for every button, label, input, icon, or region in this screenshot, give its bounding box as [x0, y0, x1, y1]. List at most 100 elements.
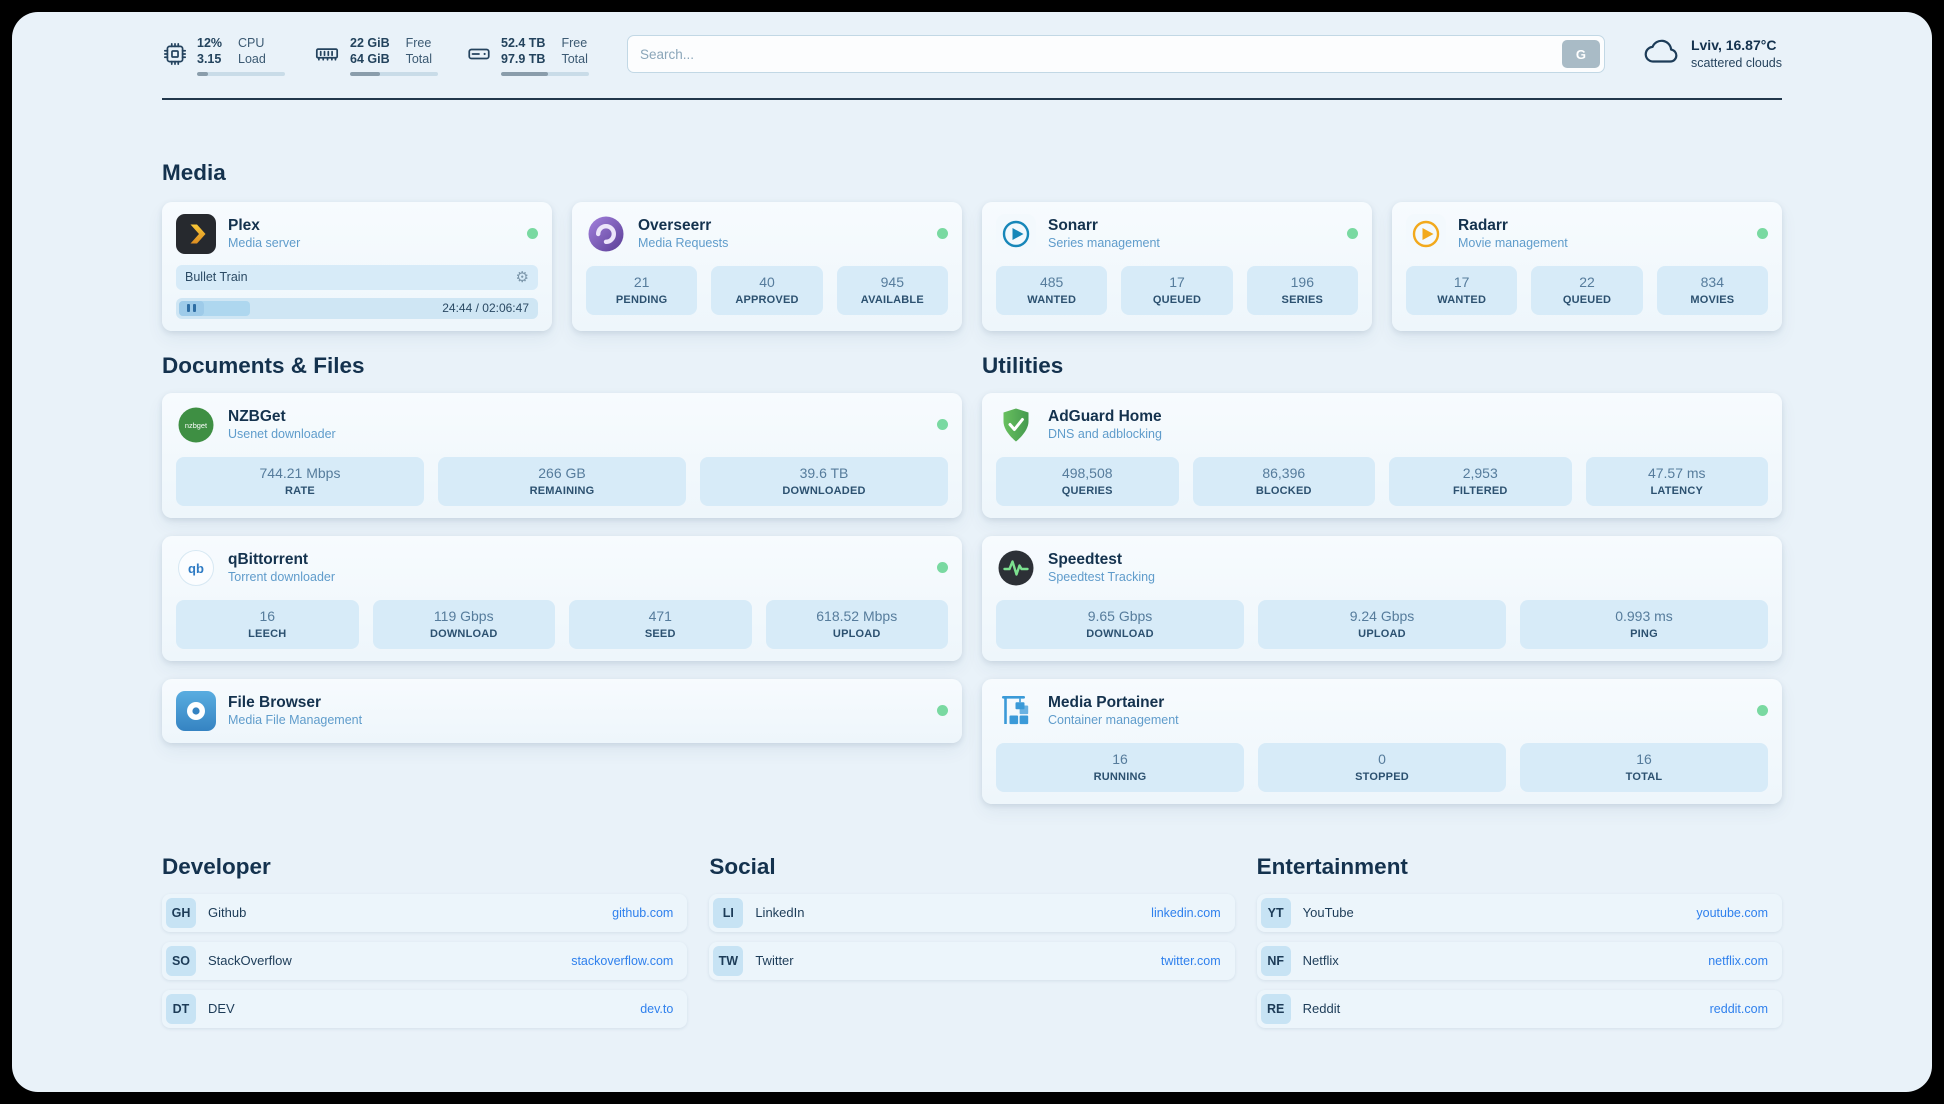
stat-label: QUERIES — [1061, 484, 1113, 497]
service-card-nzbget[interactable]: nzbget NZBGet Usenet downloader 744.21 M… — [162, 392, 962, 518]
stat-tile: 485 WANTED — [996, 265, 1108, 315]
stat-value: 498,508 — [1061, 464, 1113, 481]
stat-value: 17 — [1453, 273, 1470, 290]
bookmark-link[interactable]: reddit.com — [1709, 1001, 1768, 1016]
stat-label: FILTERED — [1452, 484, 1508, 497]
service-subtitle: Container management — [1048, 712, 1179, 727]
stat-value: 834 — [1700, 273, 1724, 290]
stat-value: 196 — [1290, 273, 1314, 290]
bookmark-name: Twitter — [755, 953, 794, 968]
topbar: 12% 3.15 CPU Load — [162, 33, 1782, 76]
search-input[interactable] — [640, 46, 1562, 62]
stat-tile: 39.6 TB DOWNLOADED — [700, 456, 948, 506]
stat-value: 16 — [259, 607, 276, 624]
bookmark-link[interactable]: stackoverflow.com — [571, 953, 674, 968]
stat-tile: 17 WANTED — [1406, 265, 1518, 315]
stat-label: SERIES — [1281, 293, 1324, 306]
ram-progress-bar — [350, 71, 438, 76]
ram-total-value: 64 GiB — [350, 52, 390, 67]
service-card-sonarr[interactable]: Sonarr Series management 485 WANTED 17 Q… — [982, 201, 1372, 331]
bookmark-twitter[interactable]: TW Twitter twitter.com — [709, 941, 1235, 980]
disk-widget: 52.4 TB 97.9 TB Free Total — [466, 33, 589, 76]
bookmark-netflix[interactable]: NF Netflix netflix.com — [1256, 941, 1782, 980]
stat-label: QUEUED — [1152, 293, 1202, 306]
service-subtitle: Media File Management — [228, 712, 363, 727]
stat-tile: 471 SEED — [569, 599, 752, 649]
stat-tile: 744.21 Mbps RATE — [176, 456, 424, 506]
bookmark-link[interactable]: netflix.com — [1708, 953, 1768, 968]
bookmark-reddit[interactable]: RE Reddit reddit.com — [1256, 989, 1782, 1028]
service-card-radarr[interactable]: Radarr Movie management 17 WANTED 22 QUE… — [1392, 201, 1782, 331]
bookmark-link[interactable]: github.com — [612, 905, 674, 920]
service-card-plex[interactable]: Plex Media server Bullet Train ⚙ 24:44 /… — [162, 201, 552, 331]
stat-value: 744.21 Mbps — [259, 464, 341, 481]
stat-label: SEED — [644, 627, 676, 640]
service-card-qbittorrent[interactable]: qb qBittorrent Torrent downloader 16 LEE… — [162, 535, 962, 661]
stat-tile: 9.65 Gbps DOWNLOAD — [996, 599, 1244, 649]
overseerr-icon — [586, 214, 626, 254]
stat-tile: 498,508 QUERIES — [996, 456, 1179, 506]
weather-widget: Lviv, 16.87°C scattered clouds — [1643, 36, 1782, 72]
stat-tile: 618.52 Mbps UPLOAD — [765, 599, 948, 649]
bookmark-badge: TW — [713, 945, 744, 976]
ram-icon — [313, 41, 341, 67]
bookmark-badge: DT — [166, 993, 196, 1024]
disk-total-label: Total — [561, 52, 588, 67]
service-card-adguard[interactable]: AdGuard Home DNS and adblocking 498,508 … — [982, 392, 1782, 518]
stat-label: UPLOAD — [1358, 627, 1406, 640]
bookmark-github[interactable]: GH Github github.com — [162, 893, 688, 932]
stat-tile: 47.57 ms LATENCY — [1585, 456, 1768, 506]
pause-icon[interactable] — [179, 300, 204, 316]
status-dot — [1757, 705, 1768, 716]
service-subtitle: Speedtest Tracking — [1048, 569, 1156, 584]
service-subtitle: Torrent downloader — [228, 569, 336, 584]
service-title: qBittorrent — [228, 550, 309, 568]
portainer-icon — [996, 691, 1036, 731]
service-card-overseerr[interactable]: Overseerr Media Requests 21 PENDING 40 A… — [572, 201, 962, 331]
stat-label: DOWNLOAD — [1086, 627, 1154, 640]
section-title-entertainment: Entertainment — [1256, 853, 1408, 879]
service-title: Radarr — [1458, 216, 1508, 234]
stat-value: 39.6 TB — [799, 464, 849, 481]
bookmark-dev[interactable]: DT DEV dev.to — [162, 989, 688, 1028]
bookmark-name: StackOverflow — [208, 953, 292, 968]
stat-label: REMAINING — [529, 484, 595, 497]
cpu-load-value: 3.15 — [197, 52, 222, 67]
stat-value: 21 — [633, 273, 650, 290]
now-playing-title: Bullet Train — [185, 270, 248, 284]
status-dot — [937, 705, 948, 716]
stat-tile: 945 AVAILABLE — [836, 265, 948, 315]
stat-tile: 266 GB REMAINING — [438, 456, 686, 506]
section-title-developer: Developer — [162, 853, 271, 879]
gear-icon[interactable]: ⚙ — [515, 267, 529, 286]
service-card-speedtest[interactable]: Speedtest Speedtest Tracking 9.65 Gbps D… — [982, 535, 1782, 661]
bookmark-badge: NF — [1260, 945, 1291, 976]
service-card-portainer[interactable]: Media Portainer Container management 16 … — [982, 678, 1782, 804]
bookmark-stackoverflow[interactable]: SO StackOverflow stackoverflow.com — [162, 941, 688, 980]
section-social: Social LI LinkedIn linkedin.com TW Twitt… — [709, 854, 1235, 980]
bookmark-linkedin[interactable]: LI LinkedIn linkedin.com — [709, 893, 1235, 932]
qbittorrent-icon: qb — [176, 548, 216, 588]
bookmark-link[interactable]: linkedin.com — [1151, 905, 1221, 920]
cpu-usage-percent: 12% — [197, 36, 223, 50]
bookmark-link[interactable]: twitter.com — [1160, 953, 1221, 968]
section-entertainment: Entertainment YT YouTube youtube.com NF … — [1256, 853, 1782, 1028]
bookmark-badge: LI — [713, 897, 744, 928]
bookmark-link[interactable]: youtube.com — [1696, 905, 1768, 920]
service-title: NZBGet — [228, 407, 286, 425]
status-dot — [1347, 228, 1358, 239]
bookmark-youtube[interactable]: YT YouTube youtube.com — [1256, 893, 1782, 932]
playback-progress-bar[interactable]: 24:44 / 02:06:47 — [176, 297, 538, 319]
stat-value: 618.52 Mbps — [816, 607, 898, 624]
stat-value: 0.993 ms — [1615, 607, 1673, 624]
stat-label: QUEUED — [1562, 293, 1612, 306]
plex-icon — [176, 213, 216, 254]
service-card-filebrowser[interactable]: File Browser Media File Management — [162, 678, 962, 743]
section-utilities: Utilities AdGuard Home D — [982, 353, 1782, 804]
search-engine-button[interactable]: G — [1561, 40, 1600, 69]
stat-tile: 16 LEECH — [176, 599, 359, 649]
bookmark-link[interactable]: dev.to — [640, 1001, 674, 1016]
section-developer: Developer GH Github github.com SO StackO… — [162, 853, 688, 1028]
svg-text:nzbget: nzbget — [185, 420, 207, 429]
disk-total-value: 97.9 TB — [501, 52, 546, 67]
